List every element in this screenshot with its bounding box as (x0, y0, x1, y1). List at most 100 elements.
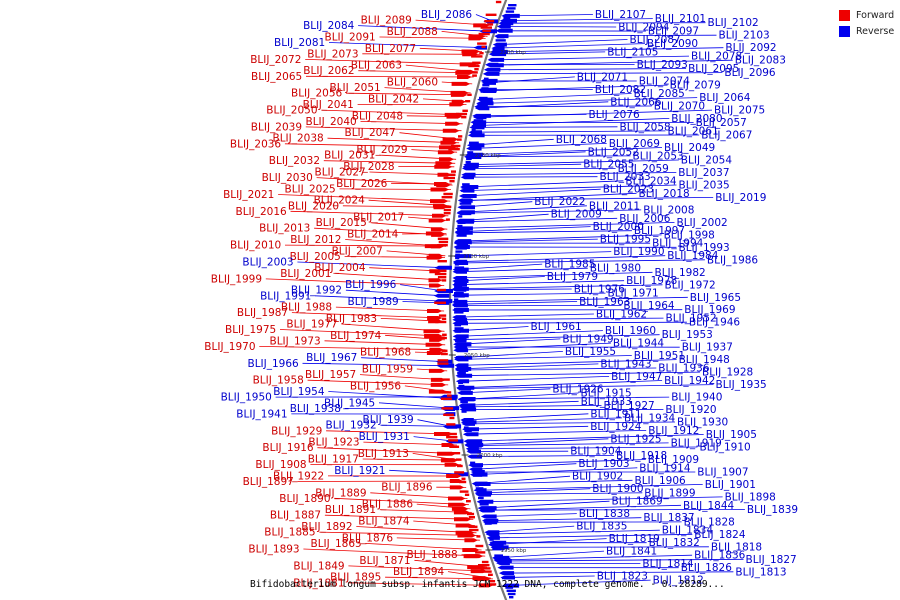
leader-line (303, 548, 484, 557)
forward-gene-feature (425, 342, 444, 347)
leader-line (479, 492, 643, 495)
forward-gene-feature (428, 368, 446, 373)
gene-label: BLIJ_1916 (262, 442, 314, 454)
gene-label: BLIJ_2026 (336, 178, 388, 190)
gene-label: BLIJ_1983 (326, 313, 377, 325)
reverse-gene-block (454, 282, 462, 285)
reverse-gene-block (460, 404, 471, 407)
gene-label: BLIJ_1993 (679, 242, 730, 254)
gene-label: BLIJ_2077 (365, 43, 416, 55)
leader-line (475, 118, 670, 126)
reverse-gene-feature (499, 571, 515, 576)
gene-label: BLIJ_1813 (735, 566, 786, 578)
leader-line (494, 546, 709, 548)
forward-gene-block (470, 71, 478, 74)
gene-label: BLIJ_1899 (644, 487, 695, 499)
forward-gene-block (488, 573, 493, 576)
gene-label: BLIJ_1961 (531, 321, 582, 333)
forward-gene-feature (465, 554, 484, 559)
reverse-gene-block (473, 119, 484, 122)
reverse-gene-block (460, 199, 464, 202)
reverse-gene-feature (488, 52, 507, 57)
gene-label: BLIJ_1930 (677, 417, 728, 429)
gene-label: BLIJ_1828 (684, 516, 735, 528)
forward-gene-block (446, 173, 456, 176)
gene-label: BLIJ_2010 (230, 240, 281, 252)
gene-label: BLIJ_2069 (609, 138, 660, 150)
gene-label: BLIJ_1953 (662, 329, 713, 341)
leader-line (460, 209, 642, 214)
gene-label: BLIJ_2075 (714, 105, 765, 117)
reverse-gene-block (454, 308, 459, 311)
forward-gene-feature (423, 329, 443, 334)
leader-line (456, 271, 653, 279)
reverse-gene-block (459, 202, 472, 205)
leader-line (463, 405, 602, 408)
leader-line (456, 317, 664, 321)
gene-label: BLIJ_2034 (625, 175, 677, 187)
leader-line (342, 205, 450, 208)
gene-label: BLIJ_1940 (671, 392, 722, 404)
forward-gene-feature (435, 161, 454, 166)
reverse-swatch (839, 26, 850, 37)
reverse-gene-block (489, 538, 494, 541)
gene-label: BLIJ_2027 (315, 167, 366, 179)
gene-label: BLIJ_1986 (707, 254, 759, 266)
leader-line (502, 571, 734, 574)
forward-gene-feature (454, 517, 472, 522)
reverse-gene-block (458, 381, 463, 384)
gene-label: BLIJ_2014 (347, 229, 399, 241)
gene-label: BLIJ_2084 (303, 20, 355, 32)
leader-line (485, 517, 642, 522)
reverse-gene-block (462, 420, 471, 423)
gene-label: BLIJ_1974 (330, 330, 382, 342)
gene-label: BLIJ_1982 (655, 267, 706, 279)
forward-gene-feature (473, 576, 491, 581)
gene-label: BLIJ_2013 (259, 223, 310, 235)
reverse-gene-block (454, 266, 465, 269)
reverse-gene-feature (457, 390, 473, 395)
gene-label: BLIJ_1958 (253, 375, 304, 387)
gene-label: BLIJ_2002 (677, 217, 728, 229)
forward-gene-feature (427, 316, 443, 320)
reverse-gene-block (470, 461, 476, 464)
leader-line (358, 25, 490, 32)
reverse-gene-feature (497, 565, 514, 570)
gene-label: BLIJ_1933 (581, 396, 632, 408)
gene-label: BLIJ_1928 (702, 367, 753, 379)
leader-line (467, 434, 704, 442)
reverse-gene-feature (466, 146, 482, 151)
leader-line (457, 351, 563, 359)
forward-gene-block (441, 352, 448, 356)
gene-label: BLIJ_1921 (334, 465, 385, 477)
forward-gene-block (481, 560, 489, 564)
reverse-gene-block (490, 541, 498, 544)
gene-label: BLIJ_1936 (658, 363, 710, 375)
forward-gene-feature (426, 351, 444, 355)
forward-gene-block (440, 397, 452, 400)
reverse-gene-block (466, 154, 474, 157)
leader-line (495, 550, 605, 559)
reverse-gene-block (458, 384, 465, 388)
gene-label: BLIJ_2018 (639, 188, 690, 200)
reverse-gene-block (483, 519, 495, 522)
gene-label: BLIJ_1902 (572, 471, 623, 483)
leader-line (466, 163, 582, 168)
leader-line (456, 334, 660, 341)
leader-line (456, 267, 588, 273)
gene-label: BLIJ_1997 (634, 225, 685, 237)
gene-label: BLIJ_1906 (635, 475, 687, 487)
reverse-gene-block (470, 132, 480, 135)
gene-label: BLIJ_1896 (381, 482, 433, 494)
reverse-gene-block (477, 103, 485, 106)
forward-gene-block (446, 436, 458, 439)
reverse-gene-block (478, 496, 484, 500)
gene-label: BLIJ_2050 (266, 105, 317, 117)
leader-line (363, 441, 457, 446)
forward-gene-block (459, 490, 469, 493)
gene-label: BLIJ_2039 (251, 121, 302, 133)
gene-label: BLIJ_1919 (671, 437, 722, 449)
gene-label: BLIJ_2038 (273, 133, 324, 145)
leader-line (456, 284, 663, 290)
gene-label: BLIJ_1979 (547, 271, 598, 283)
